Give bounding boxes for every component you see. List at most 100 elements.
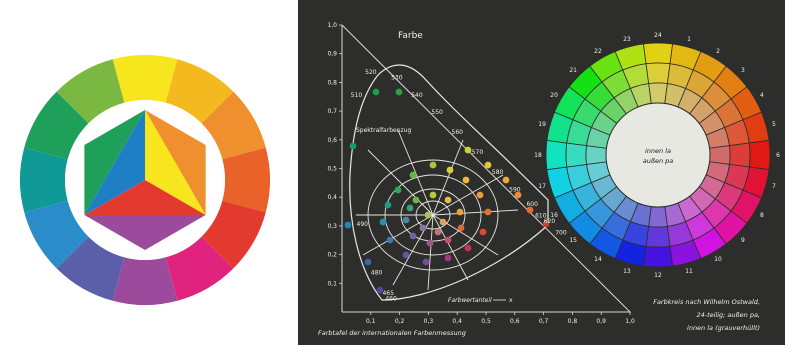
y-tick-labels: 0,1 0,2 0,3 0,4 0,5 0,6 0,7 0,8 0,9 1,0 [327,22,342,287]
itten-primary-yellow [145,110,206,215]
ostwald-number: 19 [538,121,546,128]
ostwald-number: 15 [569,237,577,244]
color-dot [426,239,434,247]
color-dot [444,236,452,244]
chromaticity-panel: 0,1 0,2 0,3 0,4 0,5 0,6 0,7 0,8 0,9 1,0 0,1 0,2 0,3… [298,0,785,345]
y-tick-label: 0,8 [327,79,337,86]
x-tick-label: 0,2 [395,318,405,325]
color-dot [476,191,484,199]
y-tick-label: 0,3 [327,223,337,230]
itten-secondary-violet [84,215,206,250]
ostwald-segment [648,206,668,228]
color-dot [542,220,550,228]
ostwald-number: 10 [714,256,722,263]
ostwald-center-line2: außen pa [643,157,674,165]
color-dot [514,191,522,199]
ostwald-number: 4 [760,92,764,99]
wavelength-label: 590 [509,186,521,193]
ostwald-segment [585,145,607,165]
ostwald-segment [642,245,674,268]
itten-segment [165,236,234,301]
color-dot [395,88,403,96]
wavelength-label: 520 [365,69,377,76]
itten-segment [222,147,270,213]
ostwald-segment [648,82,668,104]
ostwald-segment [642,42,674,65]
color-dot [439,218,447,226]
color-dot [412,196,420,204]
color-dot [402,216,410,224]
ostwald-segment [565,142,588,168]
color-dot [457,224,465,232]
color-dot [456,208,464,216]
x-tick-labels: 0,1 0,2 0,3 0,4 0,5 0,6 0,7 0,8 0,9 1,0 [366,312,635,325]
color-dot [344,221,352,229]
wavelength-label: 570 [472,149,484,156]
wavelength-label: 530 [391,75,403,82]
ostwald-number: 9 [741,237,745,244]
ostwald-number: 18 [534,152,542,159]
color-dot [372,88,380,96]
color-dot [444,196,452,204]
ostwald-segment [645,62,671,85]
axis-x-symbol: x [509,297,513,304]
color-dot [364,258,372,266]
color-dot [462,176,470,184]
ostwald-number: 20 [550,92,558,99]
ostwald-number: 7 [772,183,776,190]
x-tick-label: 1,0 [625,318,635,325]
color-dot [419,224,427,232]
ostwald-caption-line3: innen la (grauverhüllt) [687,324,760,332]
color-dot [384,201,392,209]
y-tick-label: 0,9 [327,51,337,58]
color-dot [464,146,472,154]
ostwald-segment [709,145,731,165]
ostwald-number: 23 [623,36,631,43]
spectral-label: Spektralfarbenzug [356,127,411,134]
wavelength-label: 560 [452,129,464,136]
itten-primary-red [84,180,206,215]
x-tick-label: 0,7 [539,318,549,325]
ostwald-number: 8 [760,212,764,219]
color-dot [429,161,437,169]
x-tick-label: 0,9 [596,318,606,325]
ostwald-number: 17 [538,183,546,190]
wavelength-label: 540 [411,92,423,99]
diagram-title: Farbe [398,31,423,41]
itten-segment [112,55,178,103]
color-dot [406,204,414,212]
color-dot [402,251,410,259]
ostwald-number: 2 [716,48,720,55]
color-dot [444,254,452,262]
itten-segment [165,59,234,124]
ostwald-number: 22 [594,48,602,55]
ostwald-number: 24 [654,32,662,39]
ostwald-number: 1 [687,36,691,43]
contour-lines [356,129,519,291]
ostwald-segment [545,139,568,171]
x-tick-label: 0,4 [452,318,462,325]
wavelength-label: 480 [371,270,383,277]
x-tick-label: 0,1 [366,318,376,325]
y-tick-label: 0,1 [327,280,337,287]
color-dot [409,232,417,240]
x-tick-label: 0,6 [510,318,520,325]
wavelength-label: 490 [357,221,369,228]
spectral-locus [349,64,549,301]
ostwald-number: 13 [623,268,631,275]
color-dot [446,166,454,174]
itten-secondary-orange [145,110,206,215]
itten-segment [24,91,89,160]
color-dot [479,228,487,236]
wavelength-label: 460 [385,296,397,303]
ostwald-number: 5 [772,121,776,128]
itten-segment [19,147,68,213]
color-dot [464,244,472,252]
y-tick-label: 0,2 [327,252,337,259]
ostwald-segment [728,142,751,168]
wavelength-label: 580 [492,169,504,176]
itten-primary-blue [84,110,145,215]
color-dot [394,186,402,194]
